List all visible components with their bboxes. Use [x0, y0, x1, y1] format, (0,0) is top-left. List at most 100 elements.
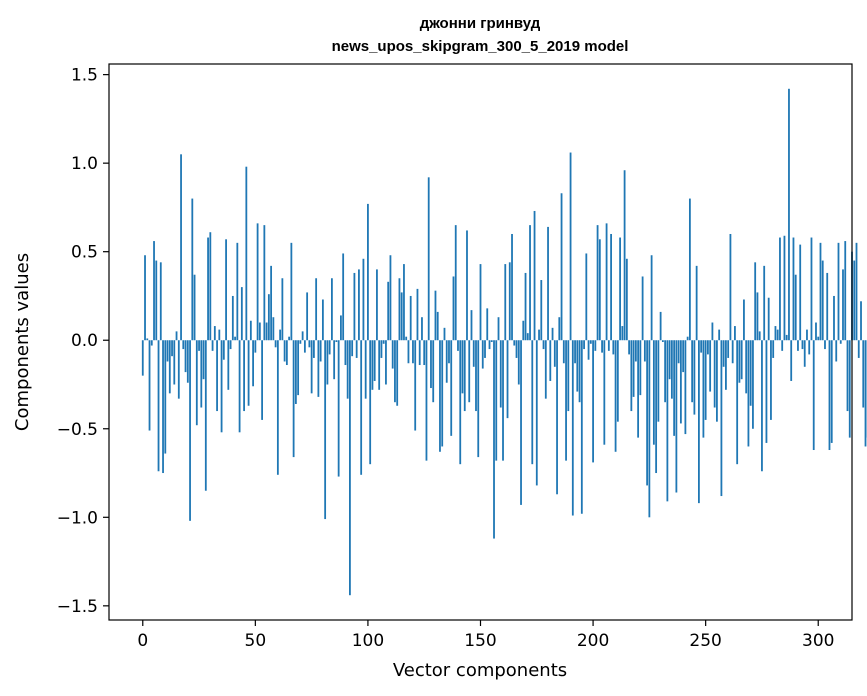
bar — [621, 326, 624, 341]
bar — [369, 340, 372, 465]
bar — [812, 340, 815, 451]
bar — [632, 340, 635, 397]
bar — [321, 299, 324, 341]
bar — [468, 340, 471, 403]
bar — [324, 340, 327, 520]
bar — [362, 258, 365, 341]
bar — [391, 340, 394, 369]
bar — [272, 317, 275, 341]
bar — [607, 340, 610, 351]
bar — [312, 340, 315, 358]
bar — [837, 242, 840, 341]
bar — [704, 340, 707, 420]
bar — [418, 340, 421, 366]
x-axis-label: Vector components — [393, 660, 567, 681]
bar — [216, 340, 218, 412]
chart-subtitle: news_upos_skipgram_300_5_2019 model — [332, 38, 629, 55]
bar — [596, 225, 599, 341]
bar — [556, 340, 558, 495]
bar — [301, 331, 304, 341]
bar — [254, 340, 257, 353]
bar — [328, 340, 331, 355]
bar — [698, 340, 700, 504]
bar — [628, 340, 630, 355]
bar — [700, 340, 703, 353]
bar — [601, 340, 603, 353]
bar — [504, 264, 507, 341]
bar — [265, 322, 268, 341]
bar — [639, 340, 642, 396]
bar — [668, 340, 671, 380]
bar — [373, 340, 376, 381]
bar — [432, 340, 435, 403]
bar — [695, 265, 698, 341]
bar — [614, 340, 617, 452]
y-tick-label: 0.0 — [71, 331, 98, 351]
bar — [245, 166, 248, 341]
x-tick-label: 300 — [802, 631, 834, 651]
bar — [306, 292, 309, 341]
bar — [799, 244, 802, 341]
bar — [828, 340, 831, 451]
bar — [605, 223, 608, 341]
bar — [815, 322, 817, 341]
bar — [808, 340, 811, 355]
bar — [619, 237, 621, 341]
bar — [171, 340, 173, 357]
bar — [234, 336, 236, 341]
bar — [643, 340, 646, 362]
bar — [650, 255, 653, 341]
bar — [292, 340, 295, 458]
bar — [657, 340, 660, 422]
bar — [353, 272, 356, 341]
bar — [189, 340, 191, 521]
bar — [475, 340, 477, 412]
y-tick-label: 0.5 — [71, 243, 98, 263]
y-tick-label: −1.5 — [57, 597, 98, 617]
bar — [382, 340, 385, 344]
x-tick-label: 250 — [689, 631, 721, 651]
bar — [637, 340, 640, 438]
bar — [720, 340, 723, 497]
bar — [794, 274, 797, 341]
bar — [515, 340, 518, 358]
bar — [470, 310, 473, 341]
bar — [448, 340, 450, 364]
bar — [155, 260, 158, 341]
y-axis-label: Components values — [12, 253, 33, 431]
bar — [745, 340, 748, 394]
bar — [648, 340, 651, 518]
bar — [722, 340, 725, 367]
bar — [835, 340, 838, 362]
bar — [441, 340, 444, 447]
bar — [783, 235, 786, 341]
bar — [598, 239, 601, 341]
bar — [486, 308, 489, 341]
bar — [664, 340, 667, 403]
bar — [207, 237, 209, 341]
bar — [394, 340, 396, 403]
bar — [308, 340, 311, 348]
bar — [754, 262, 757, 341]
bar — [625, 258, 628, 341]
bar — [857, 340, 860, 358]
bar — [756, 292, 759, 341]
bar — [144, 255, 146, 341]
bar — [729, 233, 732, 341]
bar — [351, 340, 354, 357]
bar — [749, 340, 752, 406]
bar — [319, 340, 322, 362]
bar — [765, 340, 768, 443]
bar — [367, 203, 369, 341]
bar — [186, 340, 189, 383]
bar — [335, 340, 338, 342]
bar — [166, 340, 169, 362]
bar — [153, 241, 155, 341]
bar — [848, 340, 851, 438]
bar — [558, 317, 561, 341]
bar — [502, 340, 504, 461]
bar — [616, 340, 619, 422]
bar — [538, 329, 540, 341]
bar — [385, 340, 387, 385]
bar — [355, 340, 358, 358]
